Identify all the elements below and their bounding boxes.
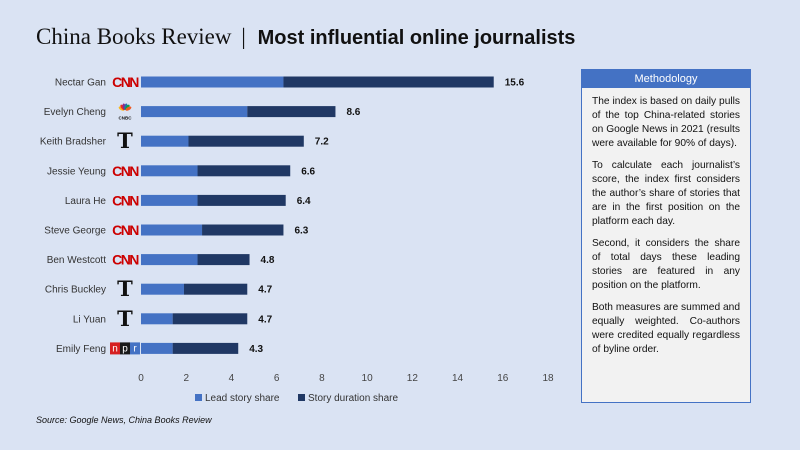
duration-share-bar — [172, 342, 239, 354]
duration-share-bar — [247, 106, 336, 118]
lead-share-bar — [141, 194, 198, 206]
cnn-logo: CNN — [112, 74, 139, 90]
methodology-panel: Methodology The index is based on daily … — [581, 69, 751, 403]
cnbc-logo-text: CNBC — [119, 116, 133, 121]
x-tick-label: 18 — [542, 373, 554, 384]
duration-share-bar — [188, 135, 304, 147]
duration-share-bar — [172, 313, 248, 325]
bar-chart: Nectar Gan CNN 15.6 Evelyn Cheng CNBC 8.6 Keit… — [40, 74, 554, 404]
npr-logo-block — [120, 342, 130, 355]
npr-logo-letter: p — [122, 343, 128, 354]
npr-logo-letter: r — [133, 343, 137, 354]
lead-share-bar — [141, 254, 198, 266]
total-score-label: 4.7 — [258, 314, 272, 325]
total-score-label: 15.6 — [505, 78, 525, 89]
cnn-logo: CNN — [112, 252, 139, 268]
journalist-label: Jessie Yeung — [47, 166, 106, 177]
cnbc-peacock-icon — [118, 103, 132, 111]
legend-label-duration: Story duration share — [308, 393, 398, 404]
nyt-logo: T — [117, 276, 133, 301]
x-tick-label: 8 — [319, 373, 325, 384]
lead-share-bar — [141, 76, 284, 88]
lead-share-bar — [141, 135, 189, 147]
lead-share-bar — [141, 313, 173, 325]
cnn-logo: CNN — [112, 192, 139, 208]
x-tick-label: 12 — [407, 373, 419, 384]
total-score-label: 4.8 — [261, 255, 275, 266]
cnn-logo: CNN — [112, 163, 139, 179]
title-separator: | — [241, 24, 246, 49]
x-tick-label: 6 — [274, 373, 280, 384]
journalist-label: Evelyn Cheng — [44, 107, 106, 118]
x-tick-label: 10 — [362, 373, 374, 384]
title-main: China Books Review — [36, 24, 232, 49]
total-score-label: 6.4 — [297, 196, 311, 207]
total-score-label: 4.7 — [258, 285, 272, 296]
npr-logo-block — [110, 342, 120, 355]
total-score-label: 6.6 — [301, 166, 315, 177]
total-score-label: 8.6 — [346, 107, 360, 118]
methodology-paragraph: The index is based on daily pulls of the… — [592, 96, 740, 149]
journalist-label: Laura He — [65, 196, 107, 207]
x-tick-label: 2 — [183, 373, 189, 384]
lead-share-bar — [141, 165, 198, 177]
journalist-label: Keith Bradsher — [40, 137, 107, 148]
methodology-title: Methodology — [582, 70, 750, 88]
journalist-label: Nectar Gan — [55, 78, 106, 89]
legend-label-lead: Lead story share — [205, 393, 280, 404]
lead-share-bar — [141, 283, 184, 295]
npr-logo-letter: n — [112, 343, 118, 354]
methodology-paragraph: Both measures are summed and equally wei… — [592, 302, 740, 355]
total-score-label: 6.3 — [294, 226, 308, 237]
legend-swatch-duration — [298, 394, 305, 401]
total-score-label: 7.2 — [315, 137, 329, 148]
methodology-paragraph: Second, it considers the share of total … — [592, 238, 740, 291]
duration-share-bar — [197, 194, 286, 206]
journalist-label: Steve George — [44, 226, 106, 237]
methodology-body: The index is based on daily pulls of the… — [582, 88, 750, 357]
nyt-logo: T — [117, 306, 133, 331]
duration-share-bar — [183, 283, 248, 295]
duration-share-bar — [197, 165, 291, 177]
lead-share-bar — [141, 224, 203, 236]
journalist-label: Li Yuan — [73, 314, 106, 325]
cnn-logo: CNN — [112, 222, 139, 238]
methodology-paragraph: To calculate each journalist’s score, th… — [592, 160, 740, 227]
lead-share-bar — [141, 342, 173, 354]
x-tick-label: 0 — [138, 373, 144, 384]
total-score-label: 4.3 — [249, 344, 263, 355]
journalist-label: Emily Feng — [56, 344, 106, 355]
title-sub: Most influential online journalists — [257, 27, 576, 49]
lead-share-bar — [141, 106, 248, 118]
duration-share-bar — [197, 254, 250, 266]
chart-title: China Books Review | Most influential on… — [36, 24, 575, 50]
nyt-logo: T — [117, 128, 133, 153]
npr-logo-block — [130, 342, 140, 355]
journalist-label: Ben Westcott — [47, 255, 107, 266]
duration-share-bar — [202, 224, 284, 236]
source-note: Source: Google News, China Books Review — [36, 415, 212, 425]
x-tick-label: 16 — [497, 373, 509, 384]
legend-swatch-lead — [195, 394, 202, 401]
journalist-label: Chris Buckley — [45, 285, 106, 296]
x-tick-label: 14 — [452, 373, 464, 384]
duration-share-bar — [283, 76, 494, 88]
x-tick-label: 4 — [229, 373, 235, 384]
